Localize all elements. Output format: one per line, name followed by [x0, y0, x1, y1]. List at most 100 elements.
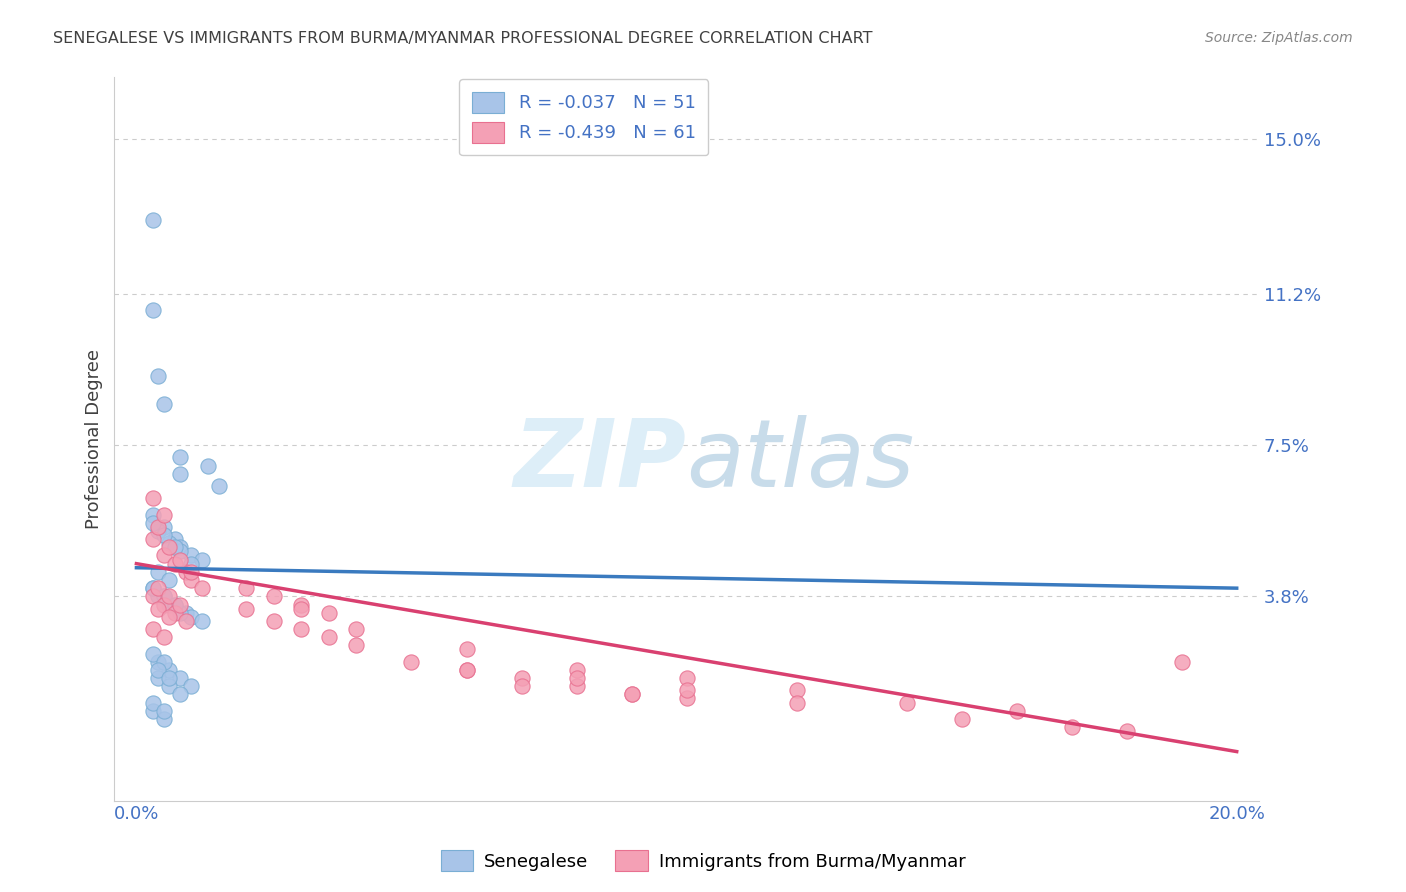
Point	[169, 606, 191, 620]
Point	[142, 213, 165, 227]
Point	[174, 606, 197, 620]
Point	[675, 691, 697, 706]
Point	[318, 630, 340, 644]
Point	[163, 541, 186, 555]
Point	[169, 552, 191, 566]
Point	[169, 450, 191, 465]
Point	[148, 601, 170, 615]
Point	[159, 536, 181, 550]
Point	[208, 479, 231, 493]
Point	[159, 573, 181, 587]
Point	[235, 601, 257, 615]
Point	[163, 598, 186, 612]
Point	[142, 581, 165, 595]
Point	[290, 622, 312, 636]
Point	[290, 601, 312, 615]
Point	[1060, 720, 1083, 734]
Point	[153, 520, 176, 534]
Point	[169, 467, 191, 481]
Point	[148, 663, 170, 677]
Point	[148, 520, 170, 534]
Point	[180, 609, 202, 624]
Y-axis label: Professional Degree: Professional Degree	[86, 349, 103, 529]
Point	[318, 606, 340, 620]
Point	[180, 549, 202, 563]
Point	[163, 557, 186, 571]
Point	[786, 683, 808, 698]
Point	[159, 609, 181, 624]
Point	[456, 663, 478, 677]
Point	[191, 614, 214, 628]
Point	[142, 491, 165, 506]
Point	[148, 565, 170, 579]
Text: Source: ZipAtlas.com: Source: ZipAtlas.com	[1205, 31, 1353, 45]
Point	[197, 458, 219, 473]
Point	[159, 590, 181, 604]
Point	[235, 581, 257, 595]
Point	[153, 397, 176, 411]
Point	[174, 614, 197, 628]
Point	[142, 647, 165, 661]
Point	[153, 590, 176, 604]
Point	[148, 581, 170, 595]
Point	[142, 622, 165, 636]
Point	[1005, 704, 1028, 718]
Point	[142, 704, 165, 718]
Point	[180, 573, 202, 587]
Point	[153, 704, 176, 718]
Point	[159, 598, 181, 612]
Point	[142, 303, 165, 318]
Point	[148, 590, 170, 604]
Point	[142, 696, 165, 710]
Point	[142, 516, 165, 530]
Point	[456, 663, 478, 677]
Point	[180, 557, 202, 571]
Point	[1170, 655, 1192, 669]
Point	[163, 532, 186, 546]
Point	[153, 712, 176, 726]
Point	[148, 524, 170, 538]
Point	[142, 508, 165, 522]
Text: ZIP: ZIP	[513, 415, 686, 507]
Text: SENEGALESE VS IMMIGRANTS FROM BURMA/MYANMAR PROFESSIONAL DEGREE CORRELATION CHAR: SENEGALESE VS IMMIGRANTS FROM BURMA/MYAN…	[53, 31, 873, 46]
Point	[950, 712, 973, 726]
Point	[675, 683, 697, 698]
Legend: R = -0.037   N = 51, R = -0.439   N = 61: R = -0.037 N = 51, R = -0.439 N = 61	[458, 79, 709, 155]
Point	[290, 598, 312, 612]
Point	[263, 614, 285, 628]
Point	[153, 590, 176, 604]
Point	[142, 532, 165, 546]
Point	[142, 581, 165, 595]
Point	[153, 549, 176, 563]
Point	[191, 581, 214, 595]
Point	[896, 696, 918, 710]
Point	[180, 565, 202, 579]
Point	[159, 679, 181, 693]
Point	[620, 687, 643, 701]
Point	[169, 671, 191, 685]
Point	[565, 663, 588, 677]
Point	[456, 642, 478, 657]
Point	[163, 598, 186, 612]
Point	[148, 368, 170, 383]
Point	[346, 638, 368, 652]
Point	[159, 663, 181, 677]
Point	[1115, 724, 1137, 739]
Point	[153, 630, 176, 644]
Point	[148, 655, 170, 669]
Point	[142, 590, 165, 604]
Point	[169, 687, 191, 701]
Point	[153, 598, 176, 612]
Point	[263, 590, 285, 604]
Point	[159, 671, 181, 685]
Point	[565, 679, 588, 693]
Point	[159, 541, 181, 555]
Point	[510, 671, 533, 685]
Point	[401, 655, 423, 669]
Point	[169, 598, 191, 612]
Point	[148, 671, 170, 685]
Point	[620, 687, 643, 701]
Text: atlas: atlas	[686, 415, 915, 507]
Legend: Senegalese, Immigrants from Burma/Myanmar: Senegalese, Immigrants from Burma/Myanma…	[433, 843, 973, 879]
Point	[191, 552, 214, 566]
